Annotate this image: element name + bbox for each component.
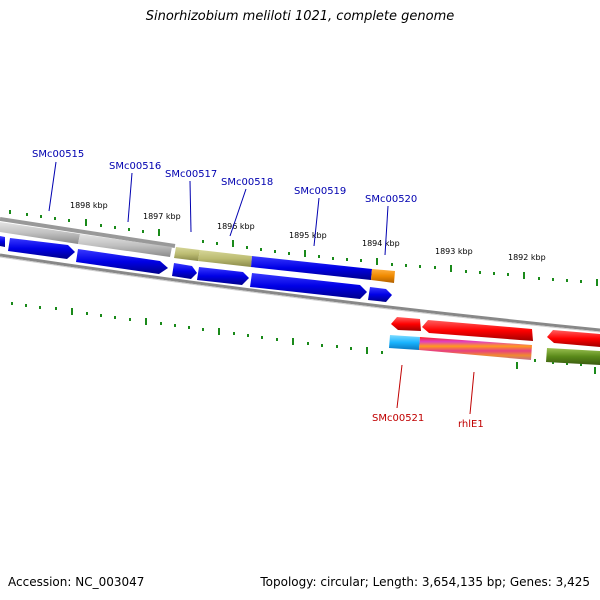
gene-label[interactable]: SMc00515 — [32, 149, 84, 160]
cds-arrow[interactable] — [76, 249, 168, 274]
gene-labels: SMc00515 SMc00516 SMc00517 SMc00518 SMc0… — [32, 149, 484, 430]
cds-arrow-reverse[interactable] — [547, 330, 600, 347]
cds-arrow[interactable] — [0, 236, 5, 247]
cds-arrow[interactable] — [250, 273, 367, 299]
kbp-label: 1898 kbp — [70, 201, 108, 210]
gene-feature-gray[interactable] — [78, 234, 172, 257]
kbp-label: 1897 kbp — [143, 212, 181, 221]
gene-label[interactable]: SMc00519 — [294, 186, 346, 197]
lower-scale — [11, 302, 596, 374]
gene-feature-olive[interactable] — [198, 250, 252, 267]
cds-arrow[interactable] — [172, 263, 197, 279]
label-pointers — [48, 161, 389, 256]
kbp-label: 1896 kbp — [217, 222, 255, 231]
gene-track-upper — [0, 222, 395, 283]
gene-feature-blue[interactable] — [251, 256, 372, 280]
cds-track — [0, 236, 392, 302]
accession-text: Accession: NC_003047 — [8, 575, 145, 589]
gene-label[interactable]: SMc00517 — [165, 169, 217, 180]
cds-arrow-reverse[interactable] — [422, 320, 533, 341]
gene-feature-striped[interactable] — [419, 337, 532, 360]
gene-label[interactable]: SMc00516 — [109, 161, 161, 172]
gene-feature-cyan[interactable] — [389, 335, 420, 350]
kbp-label: 1894 kbp — [362, 239, 400, 248]
gene-feature-gray[interactable] — [0, 222, 80, 244]
gene-label[interactable]: SMc00521 — [372, 413, 424, 424]
gene-label[interactable]: SMc00518 — [221, 177, 273, 188]
cds-arrow[interactable] — [8, 238, 75, 259]
cds-arrow[interactable] — [197, 267, 249, 285]
backbone-line — [0, 253, 600, 332]
topology-text: Topology: circular; Length: 3,654,135 bp… — [260, 575, 590, 589]
gene-label[interactable]: SMc00520 — [365, 194, 417, 205]
genome-title: Sinorhizobium meliloti 1021, complete ge… — [145, 9, 455, 24]
kbp-label: 1893 kbp — [435, 247, 473, 256]
gene-track-reverse — [389, 317, 600, 365]
upper-scale — [9, 210, 598, 286]
cds-arrow[interactable] — [368, 287, 392, 302]
cds-arrow-reverse[interactable] — [391, 317, 421, 331]
kbp-label: 1895 kbp — [289, 231, 327, 240]
kbp-label: 1892 kbp — [508, 253, 546, 262]
kbp-labels: 1898 kbp 1897 kbp 1896 kbp 1895 kbp 1894… — [70, 201, 546, 262]
label-pointers-red — [396, 364, 475, 415]
backbone-upper — [0, 217, 176, 248]
gene-feature-olive-dark[interactable] — [546, 348, 600, 365]
gene-label[interactable]: rhlE1 — [458, 419, 484, 430]
gene-feature-olive[interactable] — [174, 247, 200, 261]
gene-feature-orange[interactable] — [371, 269, 395, 283]
